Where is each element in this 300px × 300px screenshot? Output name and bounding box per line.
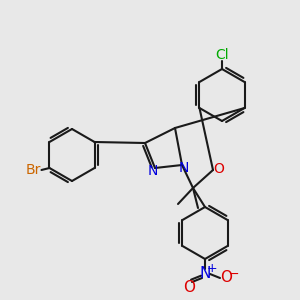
Text: Cl: Cl (215, 48, 229, 62)
Text: −: − (229, 268, 239, 281)
Text: O: O (183, 280, 195, 295)
Text: N: N (179, 161, 189, 175)
Text: N: N (199, 266, 211, 280)
Text: O: O (220, 271, 232, 286)
Text: +: + (207, 262, 217, 275)
Text: O: O (214, 162, 224, 176)
Text: N: N (148, 164, 158, 178)
Text: Br: Br (26, 163, 41, 177)
